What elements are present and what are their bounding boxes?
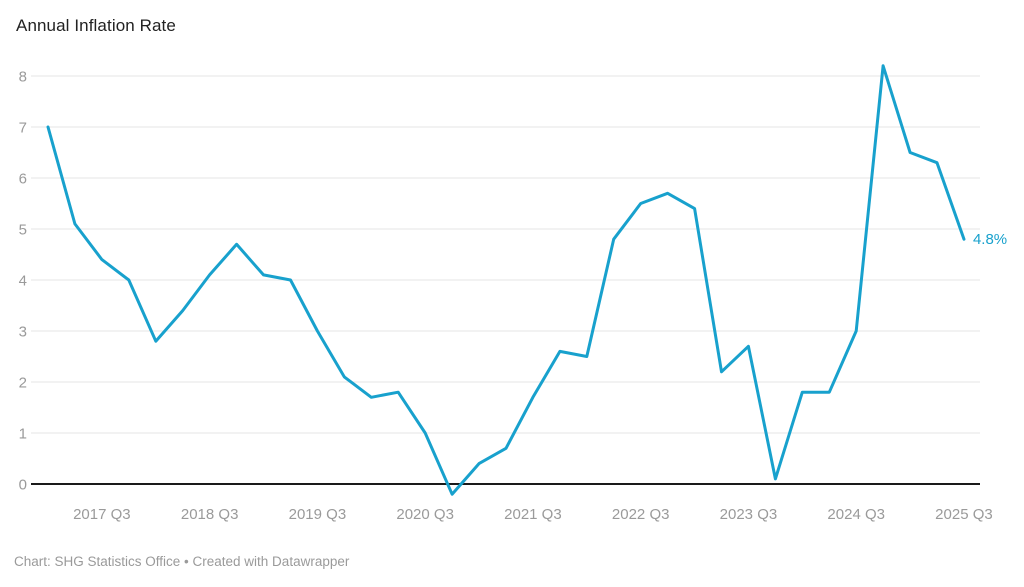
line-chart-svg: 0 1 2 3 4 5 6 7 8 2017 Q3 2018 Q3 2019 Q3 2020 Q3 202… [19,64,1007,523]
y-axis-label: 1 [19,426,27,443]
x-axis-label: 2025 Q3 [935,506,993,523]
y-axis-label: 2 [19,375,27,392]
x-axis-label: 2019 Q3 [289,506,347,523]
x-axis-label: 2021 Q3 [504,506,562,523]
y-axis-label: 7 [19,120,27,137]
x-axis-label: 2022 Q3 [612,506,670,523]
y-axis-label: 5 [19,222,27,239]
end-value-label: 4.8% [973,231,1007,248]
y-axis-label: 6 [19,171,27,188]
y-axis-label: 8 [19,69,27,86]
x-axis-label: 2017 Q3 [73,506,131,523]
chart-attribution: Chart: SHG Statistics Office • Created w… [14,554,350,569]
x-axis-label: 2018 Q3 [181,506,239,523]
y-axis-label: 4 [19,273,27,290]
x-axis-label: 2024 Q3 [827,506,885,523]
inflation-line [46,64,966,496]
x-axis-label: 2023 Q3 [720,506,778,523]
y-axis-label: 0 [19,477,27,494]
x-axis-label: 2020 Q3 [396,506,454,523]
chart-title: Annual Inflation Rate [16,16,176,35]
y-axis-label: 3 [19,324,27,341]
